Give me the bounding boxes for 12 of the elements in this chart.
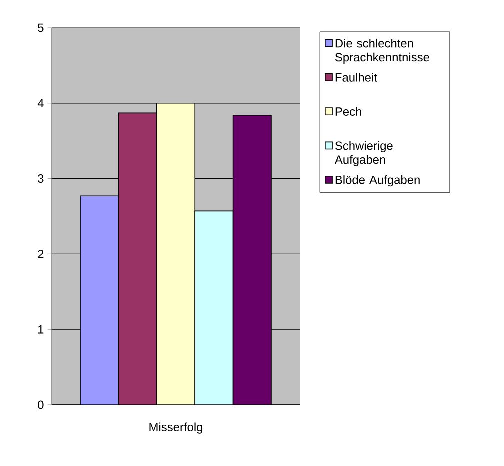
x-tick-label: Misserfolg [150, 422, 202, 434]
legend-label: Die schlechten Sprachkenntnisse [335, 38, 430, 64]
y-tick-label: 5 [38, 24, 44, 32]
y-tick-label: 3 [38, 174, 44, 184]
y-tick-label: 0 [38, 400, 44, 410]
y-tick-label: 4 [38, 99, 44, 108]
legend-label: Blöde Aufgaben [336, 176, 420, 187]
legend-label: Faulheit [336, 73, 378, 82]
legend-label: Pech [336, 107, 362, 116]
y-tick-label: 1 [38, 325, 44, 334]
y-tick-label: 2 [38, 250, 44, 258]
legend-label: Schwierige Aufgaben [334, 141, 393, 166]
